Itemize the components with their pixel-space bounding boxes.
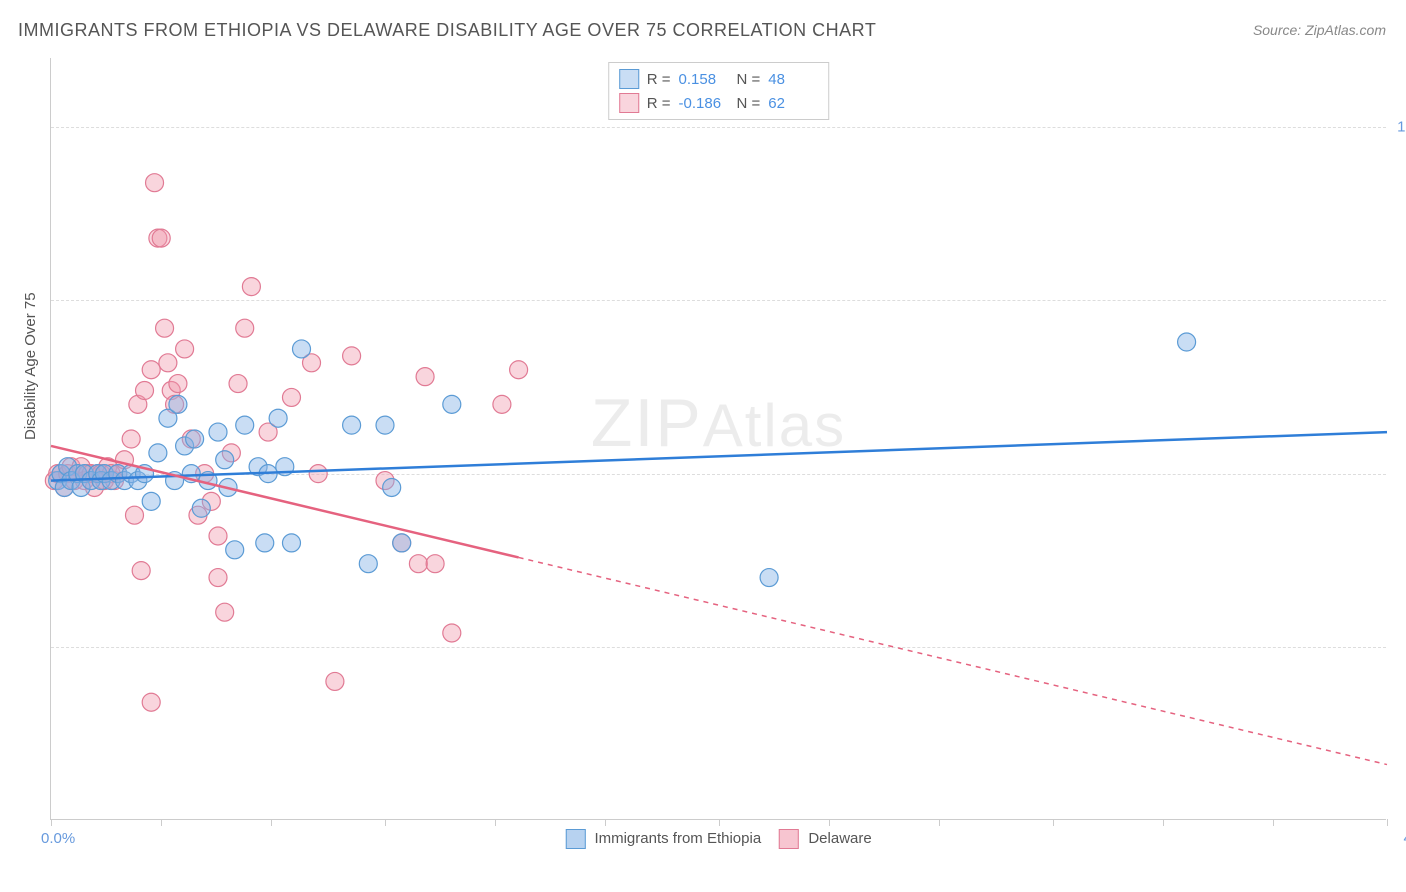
x-tick xyxy=(161,819,162,826)
x-tick xyxy=(719,819,720,826)
x-tick xyxy=(495,819,496,826)
legend-label-1: Immigrants from Ethiopia xyxy=(594,830,761,847)
x-tick xyxy=(1273,819,1274,826)
scatter-point xyxy=(126,506,144,524)
legend-row-series-2: R = -0.186 N = 62 xyxy=(619,91,819,115)
x-axis-min-label: 0.0% xyxy=(41,830,75,847)
scatter-point xyxy=(343,416,361,434)
chart-title: IMMIGRANTS FROM ETHIOPIA VS DELAWARE DIS… xyxy=(18,20,876,41)
r-label: R = xyxy=(647,71,671,88)
series-legend: Immigrants from Ethiopia Delaware xyxy=(565,829,871,849)
scatter-point xyxy=(256,534,274,552)
scatter-point xyxy=(409,555,427,573)
scatter-point xyxy=(142,492,160,510)
source-credit: Source: ZipAtlas.com xyxy=(1253,22,1386,38)
scatter-point xyxy=(226,541,244,559)
trend-line-dashed xyxy=(519,557,1387,764)
trend-line-solid xyxy=(51,432,1387,480)
x-tick xyxy=(1387,819,1388,826)
r-label: R = xyxy=(647,95,671,112)
scatter-point xyxy=(760,569,778,587)
scatter-point xyxy=(209,569,227,587)
scatter-point xyxy=(309,465,327,483)
legend-row-series-1: R = 0.158 N = 48 xyxy=(619,67,819,91)
legend-item-2: Delaware xyxy=(779,829,872,849)
legend-swatch-pink-icon xyxy=(779,829,799,849)
scatter-point xyxy=(1178,333,1196,351)
scatter-point xyxy=(443,395,461,413)
scatter-point xyxy=(236,319,254,337)
scatter-point xyxy=(293,340,311,358)
plot-area: 25.0%50.0%75.0%100.0% 0.0% 40.0% ZIPAtla… xyxy=(50,58,1386,820)
r-value-2: -0.186 xyxy=(679,95,729,112)
n-value-1: 48 xyxy=(768,71,818,88)
x-tick xyxy=(1163,819,1164,826)
scatter-point xyxy=(192,499,210,517)
scatter-point xyxy=(242,278,260,296)
n-value-2: 62 xyxy=(768,95,818,112)
scatter-point xyxy=(282,388,300,406)
scatter-point xyxy=(426,555,444,573)
scatter-point xyxy=(216,603,234,621)
x-tick xyxy=(605,819,606,826)
n-label: N = xyxy=(737,95,761,112)
scatter-point xyxy=(493,395,511,413)
n-label: N = xyxy=(737,71,761,88)
scatter-point xyxy=(152,229,170,247)
x-tick xyxy=(829,819,830,826)
scatter-point xyxy=(269,409,287,427)
scatter-point xyxy=(326,672,344,690)
x-tick xyxy=(271,819,272,826)
scatter-point xyxy=(176,340,194,358)
scatter-point xyxy=(359,555,377,573)
y-tick-label: 100.0% xyxy=(1397,119,1406,136)
scatter-point xyxy=(142,361,160,379)
legend-item-1: Immigrants from Ethiopia xyxy=(565,829,761,849)
legend-swatch-blue-icon xyxy=(565,829,585,849)
x-tick xyxy=(51,819,52,826)
x-tick xyxy=(385,819,386,826)
scatter-point xyxy=(159,354,177,372)
scatter-point xyxy=(132,562,150,580)
legend-swatch-pink xyxy=(619,93,639,113)
scatter-point xyxy=(149,444,167,462)
scatter-point xyxy=(142,693,160,711)
correlation-legend: R = 0.158 N = 48 R = -0.186 N = 62 xyxy=(608,62,830,120)
x-tick xyxy=(939,819,940,826)
scatter-point xyxy=(416,368,434,386)
scatter-point xyxy=(236,416,254,434)
legend-swatch-blue xyxy=(619,69,639,89)
scatter-point xyxy=(282,534,300,552)
scatter-point xyxy=(443,624,461,642)
scatter-point xyxy=(122,430,140,448)
r-value-1: 0.158 xyxy=(679,71,729,88)
scatter-point xyxy=(136,382,154,400)
scatter-point xyxy=(156,319,174,337)
scatter-point xyxy=(393,534,411,552)
x-tick xyxy=(1053,819,1054,826)
scatter-point xyxy=(383,478,401,496)
scatter-point xyxy=(186,430,204,448)
scatter-plot-svg xyxy=(51,58,1386,819)
scatter-point xyxy=(343,347,361,365)
scatter-point xyxy=(169,395,187,413)
scatter-point xyxy=(146,174,164,192)
scatter-point xyxy=(209,423,227,441)
scatter-point xyxy=(229,375,247,393)
legend-label-2: Delaware xyxy=(808,830,871,847)
scatter-point xyxy=(510,361,528,379)
scatter-point xyxy=(209,527,227,545)
scatter-point xyxy=(169,375,187,393)
scatter-point xyxy=(216,451,234,469)
scatter-point xyxy=(376,416,394,434)
y-axis-title: Disability Age Over 75 xyxy=(22,292,39,440)
